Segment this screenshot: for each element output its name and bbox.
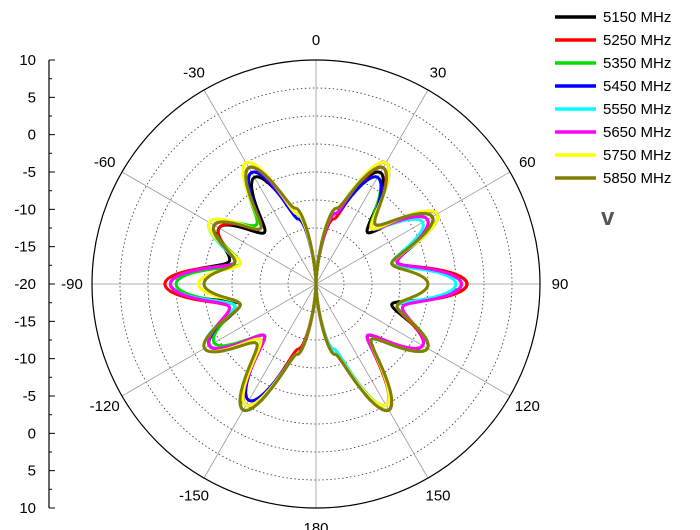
annotation-label: v (601, 204, 615, 231)
radial-tick-label: 0 (28, 425, 36, 442)
legend: 5150 MHz 5250 MHz 5350 MHz 5450 MHz 5550 MHz… (555, 9, 671, 187)
series-line-7 (202, 165, 435, 413)
radial-tick-label: 0 (28, 127, 36, 144)
legend-entry: 5550 MHz (603, 101, 671, 118)
legend-entry: 5150 MHz (603, 9, 671, 26)
angle-tick-label: -90 (61, 276, 83, 293)
radial-tick-label: -15 (14, 313, 36, 330)
legend-entry: 5350 MHz (603, 55, 671, 72)
legend-entry: 5250 MHz (603, 32, 671, 49)
radial-tick-label: 10 (19, 500, 36, 517)
legend-entry: 5850 MHz (603, 170, 671, 187)
series-layer (163, 160, 469, 413)
radial-tick-label: -10 (14, 201, 36, 218)
radial-tick-label: -10 (14, 351, 36, 368)
radial-tick-label: -5 (23, 388, 36, 405)
angle-tick-label: -30 (183, 65, 205, 82)
legend-entry: 5750 MHz (603, 147, 671, 164)
angle-tick-label: 120 (515, 398, 540, 415)
outer-circle (91, 59, 541, 509)
legend-entry: 5450 MHz (603, 78, 671, 95)
radial-axis: 10 5 0 -5 -10 -15 -20 -15 -10 -5 0 5 10 (14, 52, 55, 517)
legend-entry: 5650 MHz (603, 124, 671, 141)
radial-tick-label: 5 (28, 89, 36, 106)
radial-tick-label: 5 (28, 463, 36, 480)
radial-tick-label: -20 (14, 276, 36, 293)
angle-tick-label: -150 (179, 487, 209, 504)
angle-tick-label: -60 (94, 154, 116, 171)
angle-tick-label: 0 (312, 32, 320, 49)
angle-tick-label: 90 (552, 276, 569, 293)
angle-tick-label: -120 (90, 398, 120, 415)
angle-tick-label: 60 (519, 154, 536, 171)
radial-tick-label: -5 (23, 164, 36, 181)
series-line-4 (168, 160, 458, 413)
angle-tick-label: 150 (425, 487, 450, 504)
angle-tick-label: 30 (430, 65, 447, 82)
angle-tick-label: 180 (303, 520, 328, 530)
angle-labels: 0 30 60 90 120 150 180 -150 -120 -90 -60 -30 (61, 32, 568, 530)
radial-tick-label: -15 (14, 239, 36, 256)
radial-tick-label: 10 (19, 52, 36, 69)
